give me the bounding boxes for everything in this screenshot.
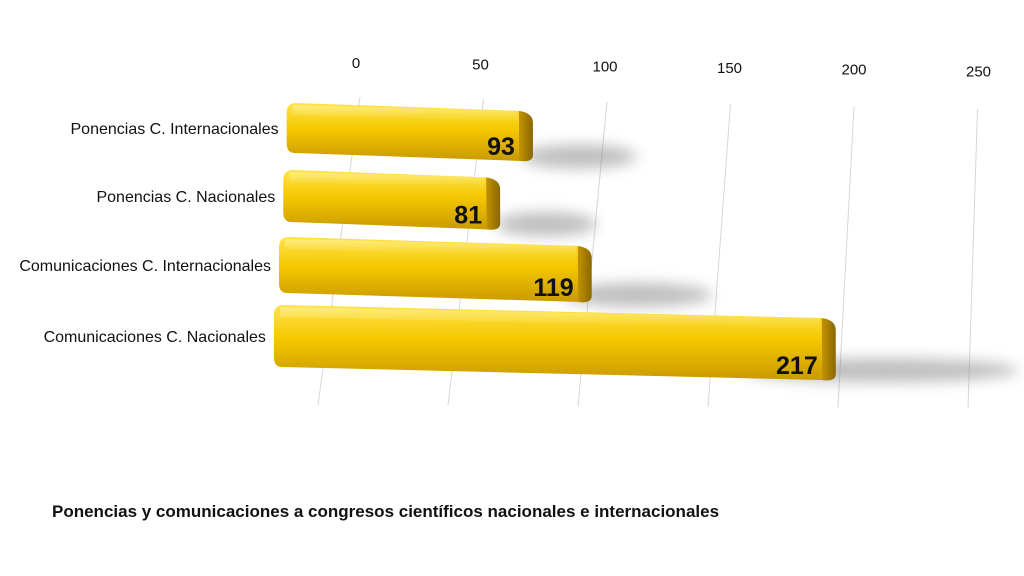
x-tick-label: 250 (966, 63, 991, 80)
x-tick-label: 100 (592, 58, 617, 75)
bar-end-cap (518, 110, 533, 162)
bar-top-face (285, 239, 576, 256)
x-tick-label: 150 (717, 60, 742, 77)
bar-end-cap (577, 245, 592, 303)
category-label: Ponencias C. Nacionales (96, 189, 275, 206)
data-label: 81 (454, 201, 482, 229)
bar-shadow (520, 144, 638, 169)
data-label: 119 (533, 274, 573, 302)
bar-shadow (563, 282, 713, 307)
bar-top-face (289, 172, 485, 188)
gridline (967, 108, 978, 409)
category-label: Comunicaciones C. Nacionales (44, 329, 266, 346)
x-tick-labels: 0 50 100 150 200 250 (352, 55, 991, 80)
data-label: 93 (487, 133, 515, 161)
x-tick-label: 200 (841, 62, 866, 79)
bar-top-face (292, 105, 517, 121)
bar-end-cap (486, 177, 501, 230)
gridline (837, 106, 855, 408)
data-label: 217 (776, 352, 818, 380)
chart-title: Ponencias y comunicaciones a congresos c… (52, 502, 720, 521)
category-labels: Ponencias C. Internacionales Ponencias C.… (19, 121, 278, 346)
bars (273, 103, 836, 381)
bar-shadow (495, 212, 597, 237)
bar-end-cap (821, 318, 836, 381)
x-tick-label: 0 (352, 55, 360, 72)
category-label: Comunicaciones C. Internacionales (19, 258, 271, 275)
category-label: Ponencias C. Internacionales (71, 121, 279, 138)
bar-top-face (279, 307, 820, 329)
data-labels: 93 81 119 217 (454, 133, 817, 380)
x-tick-label: 50 (472, 57, 489, 74)
